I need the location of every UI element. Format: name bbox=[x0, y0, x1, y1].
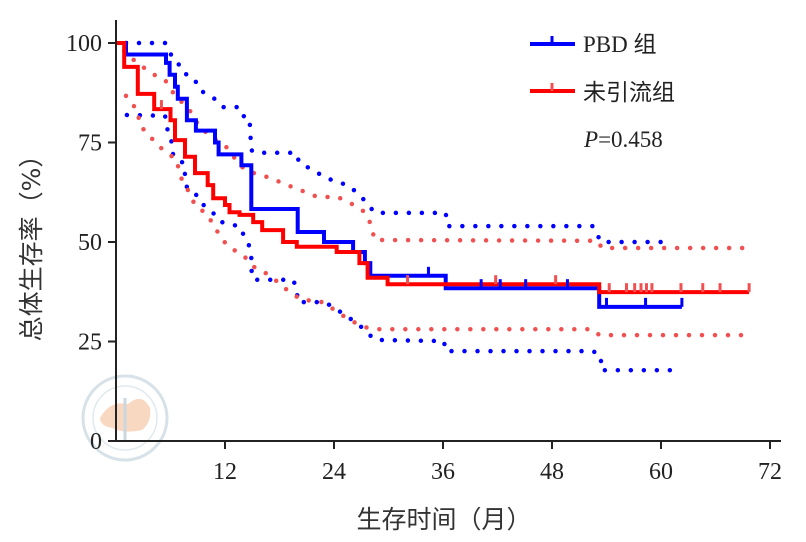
x-ticks: 12 24 36 48 60 72 bbox=[213, 441, 782, 485]
ci-lower-no-drainage bbox=[123, 93, 752, 338]
x-axis-title: 生存时间（月） bbox=[356, 505, 531, 534]
survival-curves bbox=[116, 41, 750, 309]
legend: PBD 组 未引流组 P=0.458 bbox=[530, 32, 675, 152]
y-ticks: 0 25 50 75 100 bbox=[66, 31, 116, 455]
p-symbol: P bbox=[583, 127, 598, 152]
p-value-annotation: P=0.458 bbox=[583, 127, 663, 152]
x-tick-label: 60 bbox=[649, 459, 673, 485]
censor-marks bbox=[159, 100, 751, 307]
y-tick-label: 25 bbox=[78, 330, 102, 356]
ci-lower-pbd bbox=[124, 112, 682, 373]
y-axis-title: 总体生存率（%） bbox=[17, 143, 46, 342]
ci-upper-pbd bbox=[123, 40, 673, 245]
legend-label-pbd: PBD 组 bbox=[583, 32, 657, 57]
y-tick-label: 75 bbox=[78, 131, 102, 157]
confidence-bands bbox=[121, 40, 752, 373]
y-tick-label: 50 bbox=[78, 230, 102, 256]
ci-upper-no-drainage bbox=[121, 48, 752, 251]
legend-label-no-drainage: 未引流组 bbox=[583, 80, 675, 105]
watermark-logo bbox=[81, 374, 169, 462]
p-value: =0.458 bbox=[598, 127, 663, 152]
survival-curve-no-drainage bbox=[116, 41, 750, 295]
legend-item-pbd: PBD 组 bbox=[530, 32, 657, 57]
x-tick-label: 12 bbox=[213, 459, 237, 485]
y-tick-label: 100 bbox=[66, 31, 102, 57]
x-tick-label: 48 bbox=[540, 459, 564, 485]
x-tick-label: 24 bbox=[322, 459, 346, 485]
x-tick-label: 72 bbox=[758, 459, 782, 485]
x-tick-label: 36 bbox=[431, 459, 455, 485]
legend-item-no-drainage: 未引流组 bbox=[530, 80, 675, 105]
y-tick-label: 0 bbox=[90, 429, 102, 455]
